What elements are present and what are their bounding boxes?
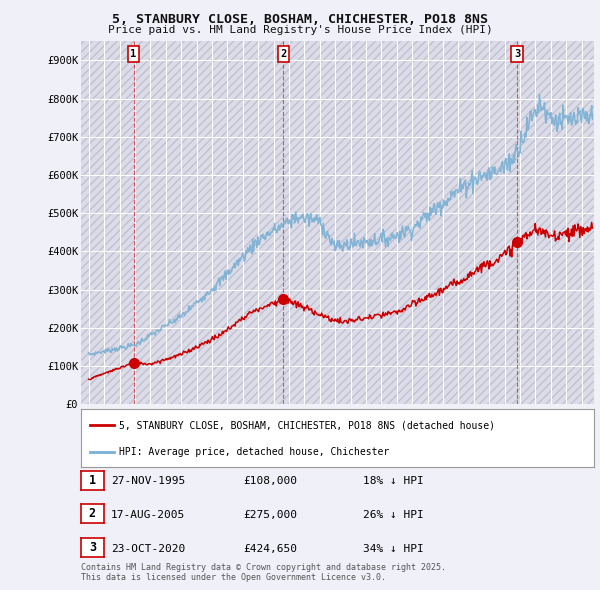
Text: 3: 3 bbox=[514, 49, 520, 59]
Text: 5, STANBURY CLOSE, BOSHAM, CHICHESTER, PO18 8NS: 5, STANBURY CLOSE, BOSHAM, CHICHESTER, P… bbox=[112, 13, 488, 26]
Text: £108,000: £108,000 bbox=[243, 477, 297, 486]
Text: 1: 1 bbox=[89, 474, 96, 487]
Text: 18% ↓ HPI: 18% ↓ HPI bbox=[363, 477, 424, 486]
Bar bbox=[81, 41, 594, 404]
Text: 27-NOV-1995: 27-NOV-1995 bbox=[111, 477, 185, 486]
Text: 2: 2 bbox=[280, 49, 286, 59]
Text: 1: 1 bbox=[130, 49, 137, 59]
Text: 26% ↓ HPI: 26% ↓ HPI bbox=[363, 510, 424, 520]
Text: 17-AUG-2005: 17-AUG-2005 bbox=[111, 510, 185, 520]
Text: 5, STANBURY CLOSE, BOSHAM, CHICHESTER, PO18 8NS (detached house): 5, STANBURY CLOSE, BOSHAM, CHICHESTER, P… bbox=[119, 420, 496, 430]
Text: 2: 2 bbox=[89, 507, 96, 520]
Text: 34% ↓ HPI: 34% ↓ HPI bbox=[363, 544, 424, 553]
Text: HPI: Average price, detached house, Chichester: HPI: Average price, detached house, Chic… bbox=[119, 447, 390, 457]
Text: Contains HM Land Registry data © Crown copyright and database right 2025.
This d: Contains HM Land Registry data © Crown c… bbox=[81, 563, 446, 582]
Text: £275,000: £275,000 bbox=[243, 510, 297, 520]
Text: 3: 3 bbox=[89, 541, 96, 554]
Text: 23-OCT-2020: 23-OCT-2020 bbox=[111, 544, 185, 553]
Text: Price paid vs. HM Land Registry's House Price Index (HPI): Price paid vs. HM Land Registry's House … bbox=[107, 25, 493, 35]
Text: £424,650: £424,650 bbox=[243, 544, 297, 553]
